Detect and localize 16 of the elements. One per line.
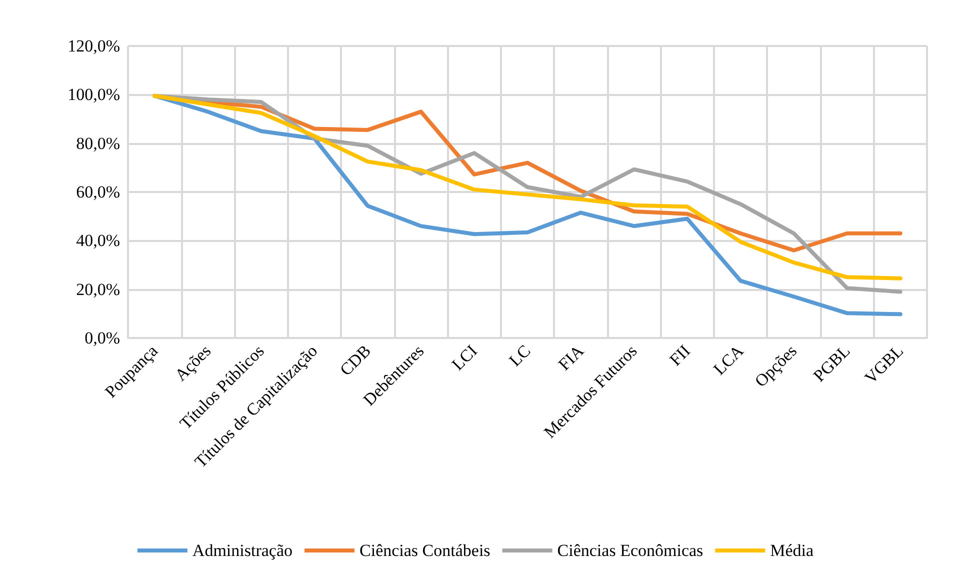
y-tick-label: 120,0% xyxy=(68,36,120,56)
y-tick-label: 60,0% xyxy=(76,182,120,202)
y-tick-label: 100,0% xyxy=(68,85,120,104)
legend-label: Ciências Contábeis xyxy=(360,541,490,560)
x-tick-label: FII xyxy=(666,341,694,370)
legend-label: Administração xyxy=(192,541,293,560)
legend-label: Ciências Econômicas xyxy=(557,541,704,560)
y-tick-label: 80,0% xyxy=(76,134,120,153)
y-tick-label: 40,0% xyxy=(76,231,120,250)
y-tick-label: 20,0% xyxy=(76,280,120,299)
x-tick-label: LC xyxy=(505,341,534,370)
x-tick-label: LCA xyxy=(710,340,748,379)
y-tick-label: 0,0% xyxy=(84,328,120,348)
x-tick-label: LCI xyxy=(448,341,482,374)
x-tick-label: FIA xyxy=(554,340,588,374)
legend-label: Média xyxy=(770,541,814,560)
